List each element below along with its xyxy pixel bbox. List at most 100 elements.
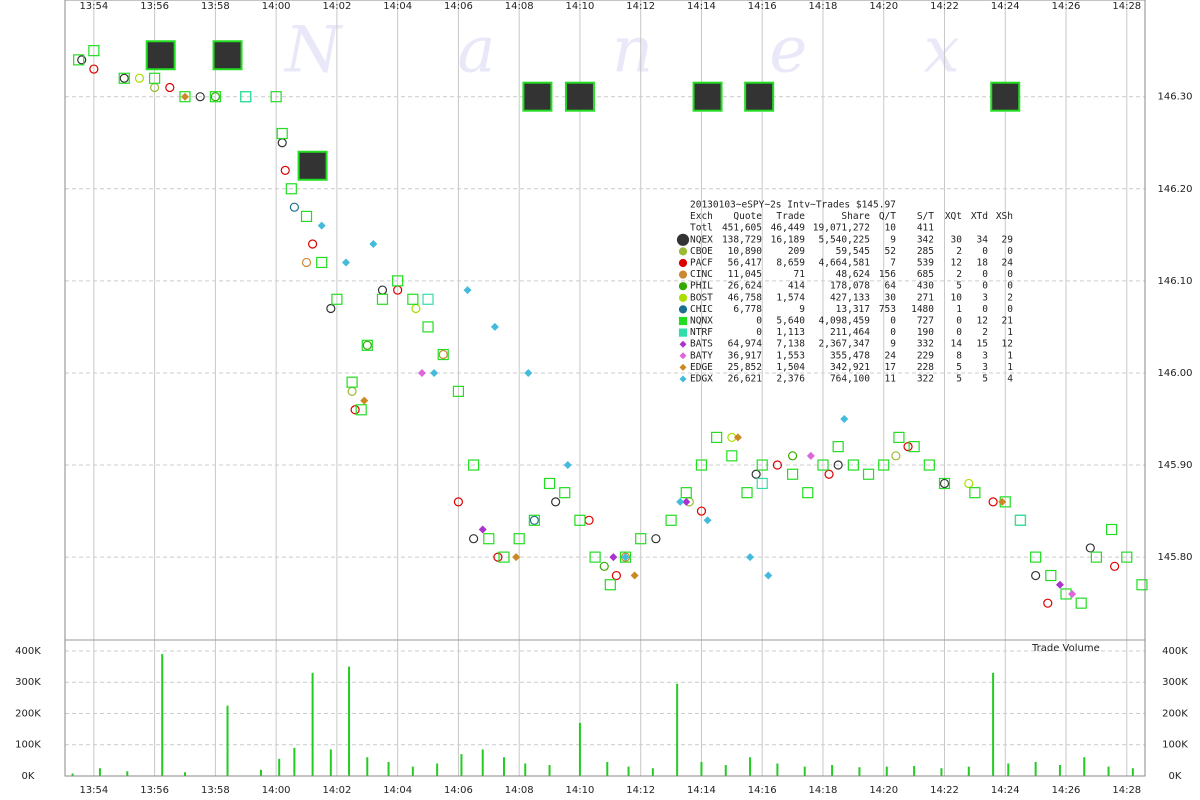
x-tick-label: 14:22: [930, 785, 959, 796]
trade-marker: [1014, 514, 1027, 526]
table-cell: 5: [982, 374, 988, 385]
trade-marker: [599, 561, 609, 571]
table-cell: 0: [956, 327, 962, 338]
trade-marker: [453, 497, 464, 507]
trade-marker: [862, 468, 875, 480]
trade-marker: [988, 497, 998, 507]
volume-bar: [126, 771, 129, 776]
x-tick-label: 13:58: [201, 785, 230, 796]
x-tick-label: 14:06: [444, 785, 473, 796]
highlight-box: [522, 81, 553, 112]
volume-bar: [348, 666, 351, 776]
volume-bar: [278, 758, 281, 776]
trade-marker: [369, 240, 378, 249]
trade-marker: [682, 497, 691, 506]
table-cell: 26,624: [728, 281, 763, 292]
legend-label: PHIL: [690, 281, 713, 292]
table-header: Share: [841, 211, 870, 222]
trade-marker: [676, 497, 685, 506]
trade-marker: [119, 73, 129, 83]
trade-marker: [574, 514, 586, 526]
x-tick-label: 14:18: [809, 785, 838, 796]
trade-marker: [1055, 580, 1064, 589]
trade-marker: [563, 461, 572, 470]
table-cell: 48,624: [836, 269, 871, 280]
trade-marker: [543, 477, 556, 490]
table-cell: 12: [951, 258, 962, 269]
trade-marker: [711, 431, 723, 444]
table-cell: 178,078: [830, 281, 870, 292]
trade-marker: [764, 571, 773, 580]
trade-marker: [1031, 570, 1041, 581]
table-cell: 1: [1007, 350, 1013, 361]
trade-marker: [209, 91, 221, 103]
table-cell: 2: [956, 246, 962, 257]
trade-marker: [1121, 551, 1133, 563]
trade-marker: [493, 552, 503, 562]
y-tick-label: 146.20: [1158, 184, 1193, 195]
table-cell: 13,317: [836, 304, 870, 315]
volume-bar: [578, 722, 581, 776]
volume-bar: [992, 672, 995, 776]
legend-marker: [678, 258, 688, 268]
trade-marker: [360, 396, 369, 405]
volume-bar: [98, 768, 101, 776]
trade-marker: [733, 433, 742, 442]
trade-marker: [1030, 551, 1042, 563]
volume-bar: [524, 763, 527, 776]
volume-bar: [329, 749, 332, 776]
legend-label: BOST: [690, 292, 713, 303]
x-tick-label: 14:26: [1052, 1, 1081, 12]
x-tick-label: 13:56: [140, 785, 169, 796]
table-cell: 342,921: [830, 362, 870, 373]
x-tick-label: 14:10: [566, 785, 595, 796]
table-cell: 332: [917, 339, 934, 350]
x-tick-label: 14:08: [505, 785, 534, 796]
table-cell: 414: [788, 281, 805, 292]
table-cell: 36,917: [728, 350, 762, 361]
trade-marker: [528, 514, 540, 526]
trade-marker: [346, 376, 358, 388]
x-tick-label: 14:10: [566, 1, 595, 12]
trade-marker: [665, 514, 677, 526]
legend-marker: [679, 352, 687, 360]
trade-marker: [316, 256, 328, 269]
table-cell: 1,574: [776, 292, 805, 303]
table-cell: 271: [917, 292, 934, 303]
table-cell: 451,605: [722, 223, 762, 234]
trade-marker: [964, 478, 974, 489]
y-tick-label: 146.10: [1158, 276, 1193, 287]
volume-bar: [676, 683, 679, 776]
table-title: 20130103~eSPY~2s Intv~Trades $145.97: [690, 200, 896, 211]
table-cell: 24: [885, 350, 897, 361]
legend-label: CHIC: [690, 304, 713, 315]
table-cell: 0: [982, 269, 988, 280]
trade-marker: [88, 45, 100, 57]
trade-marker: [430, 368, 439, 377]
trade-marker: [392, 275, 404, 287]
table-cell: 9: [799, 304, 805, 315]
table-cell: 5,540,225: [819, 234, 870, 245]
trade-marker: [377, 285, 388, 295]
table-cell: 18: [977, 258, 989, 269]
table-cell: 539: [917, 258, 934, 269]
legend-label: CINC: [690, 269, 713, 280]
trade-marker: [317, 221, 326, 230]
table-cell: 229: [917, 350, 934, 361]
trade-marker: [923, 459, 935, 471]
trade-marker: [840, 414, 849, 423]
legend-label: BATS: [690, 339, 713, 350]
trade-marker: [787, 451, 798, 461]
trade-marker: [903, 442, 913, 452]
table-cell: 7: [890, 258, 896, 269]
trade-marker: [289, 202, 299, 212]
trade-marker: [551, 497, 561, 507]
table-cell: 46,449: [771, 223, 806, 234]
legend-label: BATY: [690, 350, 713, 361]
table-cell: 5: [956, 362, 962, 373]
table-cell: 4: [1007, 374, 1013, 385]
trade-marker: [468, 459, 480, 471]
trade-marker: [469, 534, 479, 544]
x-tick-label: 13:54: [79, 785, 108, 796]
table-cell: 0: [756, 327, 762, 338]
